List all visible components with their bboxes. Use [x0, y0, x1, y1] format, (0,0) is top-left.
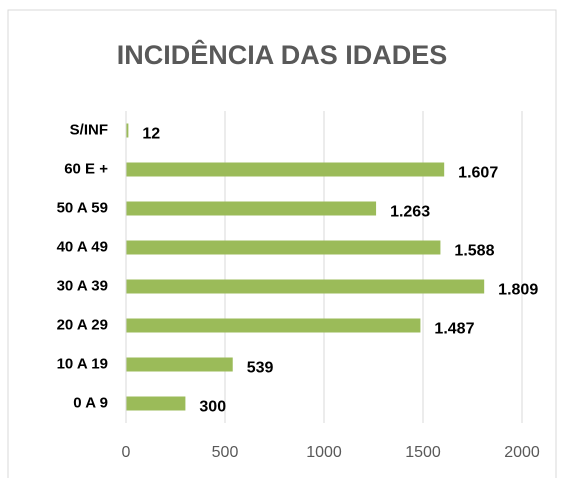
y-tick-label: 0 A 9 [73, 394, 108, 411]
bar [126, 318, 421, 333]
value-label: 1.487 [434, 321, 474, 338]
x-tick-label: 2000 [504, 444, 540, 461]
bar [126, 123, 129, 138]
value-label: 1.809 [498, 282, 538, 299]
value-label: 1.607 [458, 165, 498, 182]
value-label: 1.263 [390, 204, 430, 221]
x-tick-label: 0 [122, 444, 131, 461]
value-label: 539 [247, 360, 274, 377]
y-tick-label: 40 A 49 [57, 238, 108, 255]
y-tick-label: 20 A 29 [57, 316, 108, 333]
y-tick-label: 10 A 19 [57, 355, 108, 372]
value-label: 1.588 [454, 243, 494, 260]
y-tick-label: 60 E + [64, 160, 108, 177]
bar [126, 240, 441, 255]
bar [126, 162, 445, 177]
y-tick-label: S/INF [70, 121, 108, 138]
bar [126, 279, 485, 294]
x-tick-label: 500 [212, 444, 239, 461]
x-tick-label: 1000 [306, 444, 342, 461]
value-label: 12 [142, 126, 160, 143]
value-label: 300 [199, 399, 226, 416]
bar [126, 357, 233, 372]
x-tick-label: 1500 [405, 444, 441, 461]
bar [126, 201, 377, 216]
y-tick-label: 50 A 59 [57, 199, 108, 216]
y-tick-label: 30 A 39 [57, 277, 108, 294]
chart-title: INCIDÊNCIA DAS IDADES [117, 39, 448, 70]
bar [126, 396, 186, 411]
